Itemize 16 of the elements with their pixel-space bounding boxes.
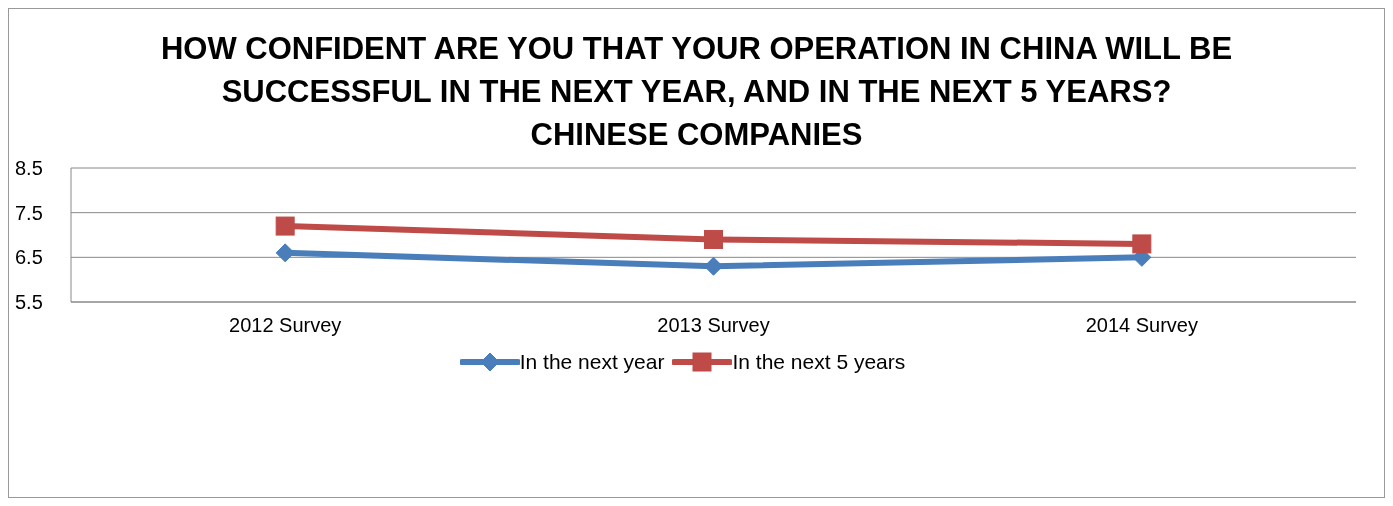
legend-label: In the next 5 years: [732, 350, 906, 374]
point: [275, 243, 295, 263]
point: [704, 256, 723, 276]
chart-subtitle: CHINESE COMPANIES: [529, 116, 864, 154]
point: [1132, 234, 1152, 254]
x-tick-label: 2013 Survey: [657, 314, 770, 337]
y-tick-label: 8.5: [15, 157, 43, 180]
x-tick-label: 2012 Survey: [229, 314, 342, 337]
legend-label: In the next year: [519, 350, 665, 374]
y-tick-label: 5.5: [15, 291, 43, 314]
y-tick-label: 7.5: [15, 201, 43, 224]
x-tick-label: 2014 Survey: [1085, 314, 1198, 337]
point: [275, 216, 295, 236]
chart-title: HOW CONFIDENT ARE YOU THAT YOUR OPERATION IN CHINA WILL BE SUCCESSFUL IN THE NEXT YEAR, AND IN THE NEXT 5 YEARS?: [159, 30, 1234, 111]
y-tick-label: 6.5: [15, 246, 43, 269]
point: [704, 229, 723, 249]
